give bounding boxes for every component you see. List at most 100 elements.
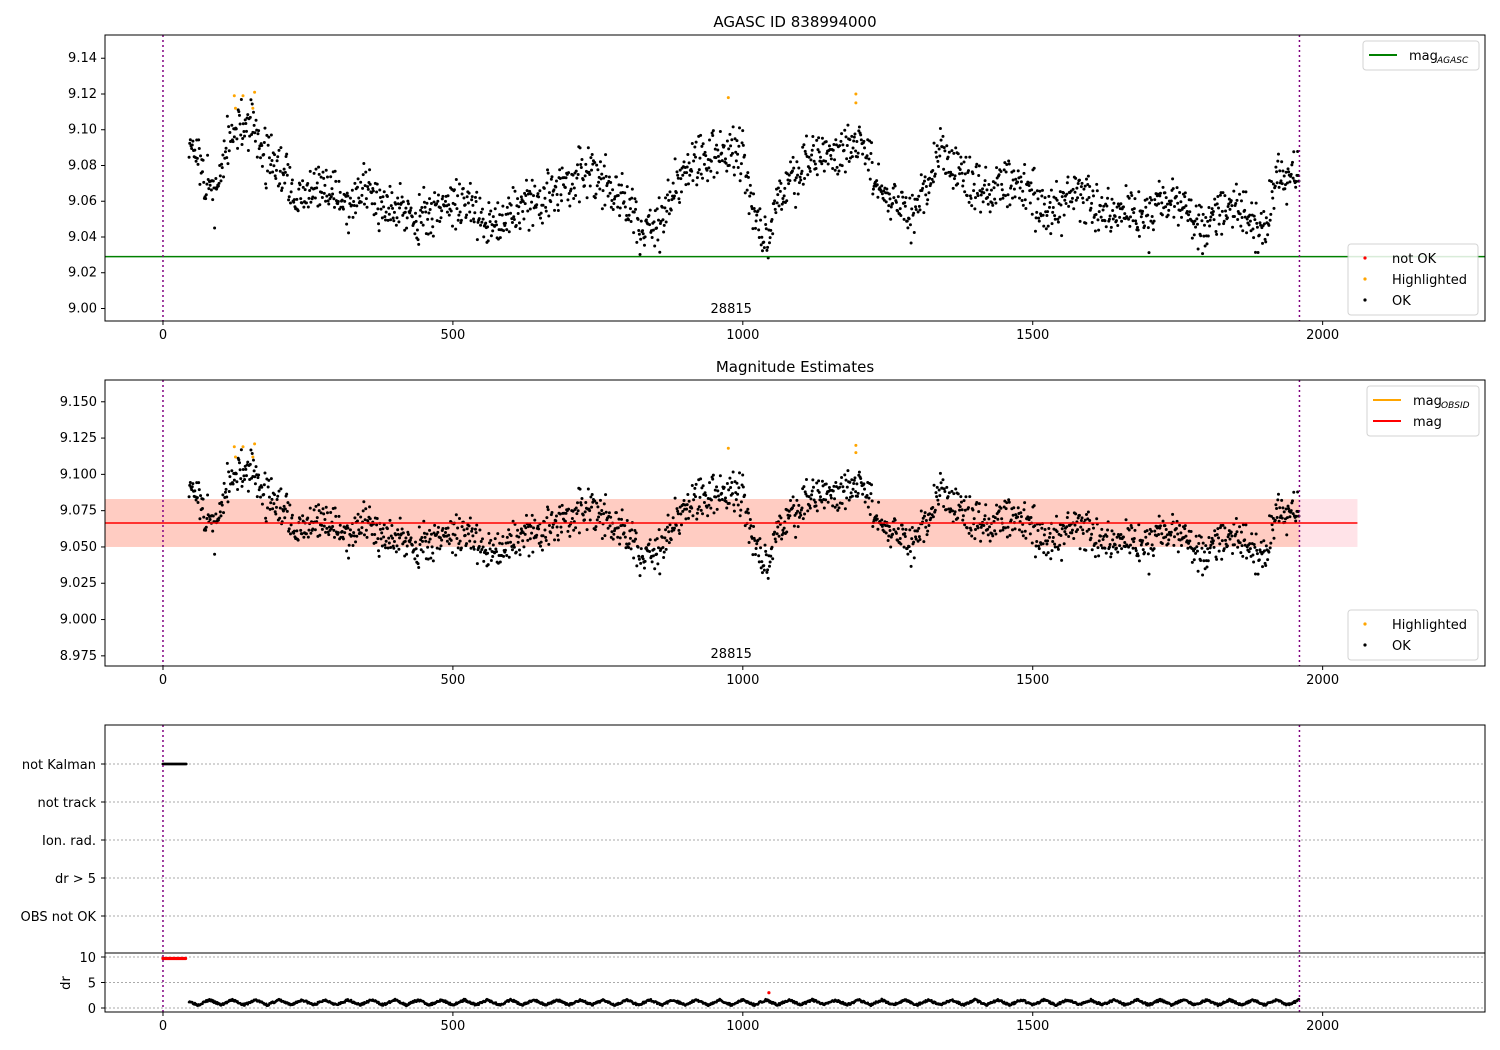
legend-label: OK (1392, 639, 1411, 654)
ok-point (1077, 513, 1081, 517)
ok-point (487, 212, 491, 216)
ok-point (715, 143, 719, 147)
ok-point (431, 234, 435, 238)
ytick-label: 9.02 (68, 266, 97, 281)
ok-point (842, 148, 846, 152)
ok-point (324, 168, 328, 172)
ok-point (612, 532, 616, 536)
ok-point (782, 194, 786, 198)
ok-point (560, 199, 564, 203)
ok-point (200, 506, 204, 510)
ok-point (961, 179, 965, 183)
ok-point (1276, 152, 1280, 156)
ok-point (623, 191, 627, 195)
ok-point (354, 540, 358, 544)
ok-point (1080, 181, 1084, 185)
ok-point (604, 493, 608, 497)
flag-label: dr > 5 (55, 872, 96, 887)
ok-point (538, 189, 542, 193)
ok-point (302, 205, 306, 209)
ok-point (996, 517, 1000, 521)
ok-point (1235, 530, 1239, 534)
ok-point (975, 162, 979, 166)
ok-point (962, 499, 966, 503)
ok-point (287, 527, 291, 531)
ok-point (797, 166, 801, 170)
ok-point (197, 147, 201, 151)
ok-point (325, 175, 329, 179)
ok-point (350, 203, 354, 207)
ok-point (800, 506, 804, 510)
ok-point (1147, 251, 1151, 255)
ok-point (903, 534, 907, 538)
ok-point (491, 229, 495, 233)
ok-point (1254, 201, 1258, 205)
ok-point (524, 513, 528, 517)
ok-point (720, 491, 724, 495)
ok-point (1197, 213, 1201, 217)
ok-point (338, 523, 342, 527)
ok-point (1204, 215, 1208, 219)
ok-point (321, 170, 325, 174)
ok-point (389, 546, 393, 550)
ok-point (356, 177, 360, 181)
ok-point (1252, 543, 1256, 547)
ok-point (1111, 538, 1115, 542)
ok-point (1101, 208, 1105, 212)
ok-point (1209, 215, 1213, 219)
ok-point (1050, 549, 1054, 553)
ok-point (292, 198, 296, 202)
ok-point (257, 473, 261, 477)
ok-point (625, 542, 629, 546)
ok-point (769, 228, 773, 232)
ok-point (273, 174, 277, 178)
ok-point (1097, 228, 1101, 232)
ok-point (787, 509, 791, 513)
ok-point (1013, 527, 1017, 531)
ok-point (953, 510, 957, 514)
ok-point (840, 501, 844, 505)
ok-point (300, 532, 304, 536)
ok-point (250, 133, 254, 137)
ok-point (543, 528, 547, 532)
ok-point (419, 208, 423, 212)
ok-point (863, 162, 867, 166)
ok-point (1141, 209, 1145, 213)
ok-point (346, 194, 350, 198)
ok-point (519, 200, 523, 204)
ok-point (382, 205, 386, 209)
ok-point (394, 550, 398, 554)
ok-point (1204, 544, 1208, 548)
ok-point (1196, 247, 1200, 251)
ok-point (1176, 223, 1180, 227)
ok-point (503, 548, 507, 552)
ok-point (833, 497, 837, 501)
ok-point (634, 537, 638, 541)
ok-point (845, 143, 849, 147)
ok-point (1027, 184, 1031, 188)
ok-point (693, 486, 697, 490)
ok-point (892, 528, 896, 532)
ok-point (285, 173, 289, 177)
ok-point (498, 541, 502, 545)
ok-point (553, 208, 557, 212)
ok-point (755, 542, 759, 546)
ok-point (662, 550, 666, 554)
ok-point (1274, 165, 1278, 169)
ok-point (1285, 533, 1289, 537)
ok-point (766, 576, 770, 580)
ok-point (480, 547, 484, 551)
ok-point (1247, 223, 1251, 227)
ok-point (1262, 222, 1266, 226)
ok-point (824, 498, 828, 502)
ok-point (377, 222, 381, 226)
ok-point (699, 133, 703, 137)
ok-point (936, 498, 940, 502)
ok-point (377, 229, 381, 233)
ok-point (1152, 547, 1156, 551)
ok-point (507, 230, 511, 234)
ok-point (574, 526, 578, 530)
ok-point (368, 517, 372, 521)
ok-point (470, 198, 474, 202)
ok-point (778, 189, 782, 193)
